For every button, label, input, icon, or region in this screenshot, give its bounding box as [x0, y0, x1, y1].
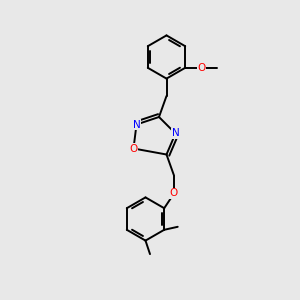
Text: O: O: [129, 143, 138, 154]
Text: N: N: [172, 128, 179, 139]
Text: N: N: [133, 119, 140, 130]
Text: O: O: [198, 63, 206, 73]
Text: O: O: [170, 188, 178, 199]
